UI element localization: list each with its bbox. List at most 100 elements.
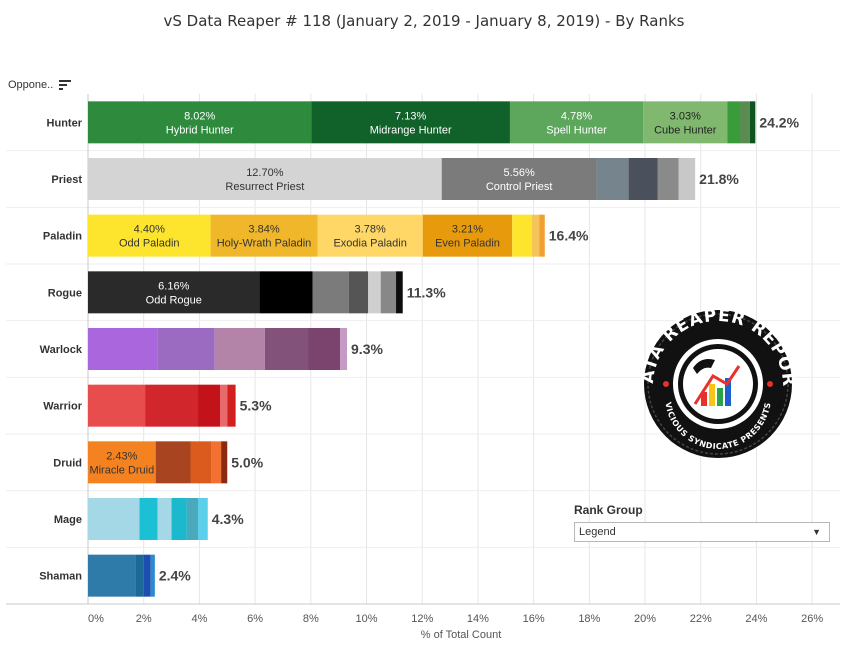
opponent-column-header[interactable]: Oppone.. bbox=[8, 79, 72, 91]
bar-segment bbox=[596, 158, 629, 200]
bar-total-label: 2.4% bbox=[159, 568, 191, 584]
bar-segment bbox=[135, 554, 144, 597]
bar-segment bbox=[190, 441, 212, 484]
x-tick-label: 6% bbox=[247, 613, 263, 625]
segment-value-label: 3.03% bbox=[670, 110, 701, 122]
segment-name-label: Odd Paladin bbox=[119, 238, 180, 250]
bar-total-label: 16.4% bbox=[549, 228, 589, 244]
bar-segment bbox=[139, 498, 158, 540]
bar-segment bbox=[198, 498, 208, 540]
sort-icon[interactable] bbox=[59, 80, 72, 90]
segment-name-label: Control Priest bbox=[486, 181, 553, 193]
bar-segment bbox=[422, 214, 513, 257]
x-tick-label: 22% bbox=[690, 613, 712, 625]
bar-segment bbox=[308, 328, 341, 370]
category-label: Paladin bbox=[43, 231, 82, 243]
bar-segment bbox=[88, 158, 442, 200]
segment-value-label: 12.70% bbox=[246, 167, 284, 179]
category-label: Priest bbox=[51, 174, 82, 186]
bar-segment bbox=[210, 214, 318, 257]
bar-segment bbox=[186, 498, 199, 540]
segment-name-label: Cube Hunter bbox=[654, 124, 717, 136]
bar-segment bbox=[259, 271, 313, 314]
bar-segment bbox=[221, 441, 228, 484]
bar-segment bbox=[211, 441, 222, 484]
bar-segment bbox=[198, 384, 221, 427]
bar-total-label: 21.8% bbox=[699, 171, 739, 187]
bar-segment bbox=[643, 101, 728, 144]
segment-name-label: Miracle Druid bbox=[89, 464, 154, 476]
x-tick-label: 18% bbox=[578, 613, 600, 625]
bar-total-label: 11.3% bbox=[407, 284, 446, 300]
bar-segment bbox=[88, 441, 156, 484]
bar-segment bbox=[88, 498, 140, 540]
rank-group-filter: Rank Group Legend ▼ bbox=[574, 503, 830, 542]
bar-segment bbox=[509, 101, 644, 144]
x-tick-label: 8% bbox=[303, 613, 319, 625]
segment-value-label: 5.56% bbox=[504, 167, 535, 179]
chart-title: vS Data Reaper # 118 (January 2, 2019 - … bbox=[163, 12, 685, 30]
x-axis-title: % of Total Count bbox=[421, 629, 502, 641]
category-label: Mage bbox=[54, 514, 82, 526]
bar-segment bbox=[155, 441, 191, 484]
segment-value-label: 2.43% bbox=[106, 450, 137, 462]
segment-name-label: Exodia Paladin bbox=[333, 238, 406, 250]
bar-segment bbox=[143, 554, 151, 597]
segment-value-label: 4.40% bbox=[134, 224, 165, 236]
category-label: Rogue bbox=[48, 287, 82, 299]
bar-segment bbox=[368, 271, 381, 314]
bar-segment bbox=[171, 498, 187, 540]
rank-group-dropdown[interactable]: Legend ▼ bbox=[574, 522, 830, 542]
bar-segment bbox=[749, 101, 756, 144]
segment-value-label: 7.13% bbox=[395, 110, 426, 122]
segment-name-label: Spell Hunter bbox=[546, 124, 607, 136]
segment-name-label: Even Paladin bbox=[435, 238, 500, 250]
segment-value-label: 4.78% bbox=[561, 110, 592, 122]
x-tick-label: 16% bbox=[523, 613, 545, 625]
x-tick-label: 24% bbox=[745, 613, 767, 625]
bar-total-label: 4.3% bbox=[212, 511, 244, 527]
x-tick-label: 14% bbox=[467, 613, 489, 625]
bar-segment bbox=[311, 101, 510, 144]
category-label: Warrior bbox=[43, 401, 82, 413]
bar-segment bbox=[740, 101, 750, 144]
bar-segment bbox=[88, 384, 146, 427]
bar-segment bbox=[340, 328, 348, 370]
bar-segment bbox=[380, 271, 397, 314]
x-tick-label: 2% bbox=[136, 613, 152, 625]
segment-value-label: 8.02% bbox=[184, 110, 215, 122]
bar-total-label: 24.2% bbox=[759, 114, 799, 130]
x-tick-label: 12% bbox=[411, 613, 433, 625]
segment-value-label: 6.16% bbox=[158, 280, 189, 292]
bar-segment bbox=[317, 214, 423, 257]
segment-name-label: Holy-Wrath Paladin bbox=[217, 238, 312, 250]
bar-segment bbox=[227, 384, 236, 427]
bar-segment bbox=[396, 271, 403, 314]
x-tick-label: 20% bbox=[634, 613, 656, 625]
bar-segment bbox=[531, 214, 540, 257]
segment-value-label: 3.84% bbox=[248, 224, 279, 236]
category-label: Druid bbox=[53, 457, 82, 469]
category-label: Hunter bbox=[47, 117, 83, 129]
segment-value-label: 3.78% bbox=[355, 224, 386, 236]
bar-segment bbox=[88, 554, 136, 597]
chevron-down-icon[interactable]: ▼ bbox=[812, 527, 821, 537]
category-label: Warlock bbox=[40, 344, 83, 356]
bar-segment bbox=[150, 554, 155, 597]
bar-total-label: 5.0% bbox=[231, 454, 263, 470]
bar-segment bbox=[264, 328, 309, 370]
bar-segment bbox=[214, 328, 265, 370]
bar-segment bbox=[88, 214, 211, 257]
bar-segment bbox=[628, 158, 658, 200]
bar-total-label: 5.3% bbox=[240, 398, 272, 414]
bar-segment bbox=[727, 101, 741, 144]
bar-segment bbox=[441, 158, 597, 200]
bar-segment bbox=[157, 328, 215, 370]
segment-name-label: Hybrid Hunter bbox=[166, 124, 234, 136]
segment-name-label: Resurrect Priest bbox=[225, 181, 304, 193]
segment-value-label: 3.21% bbox=[452, 224, 483, 236]
data-reaper-logo: DATA REAPER REPORT VICIOUS SYNDICATE PRE… bbox=[623, 293, 806, 458]
bar-segment bbox=[657, 158, 679, 200]
rank-group-title: Rank Group bbox=[574, 503, 643, 517]
